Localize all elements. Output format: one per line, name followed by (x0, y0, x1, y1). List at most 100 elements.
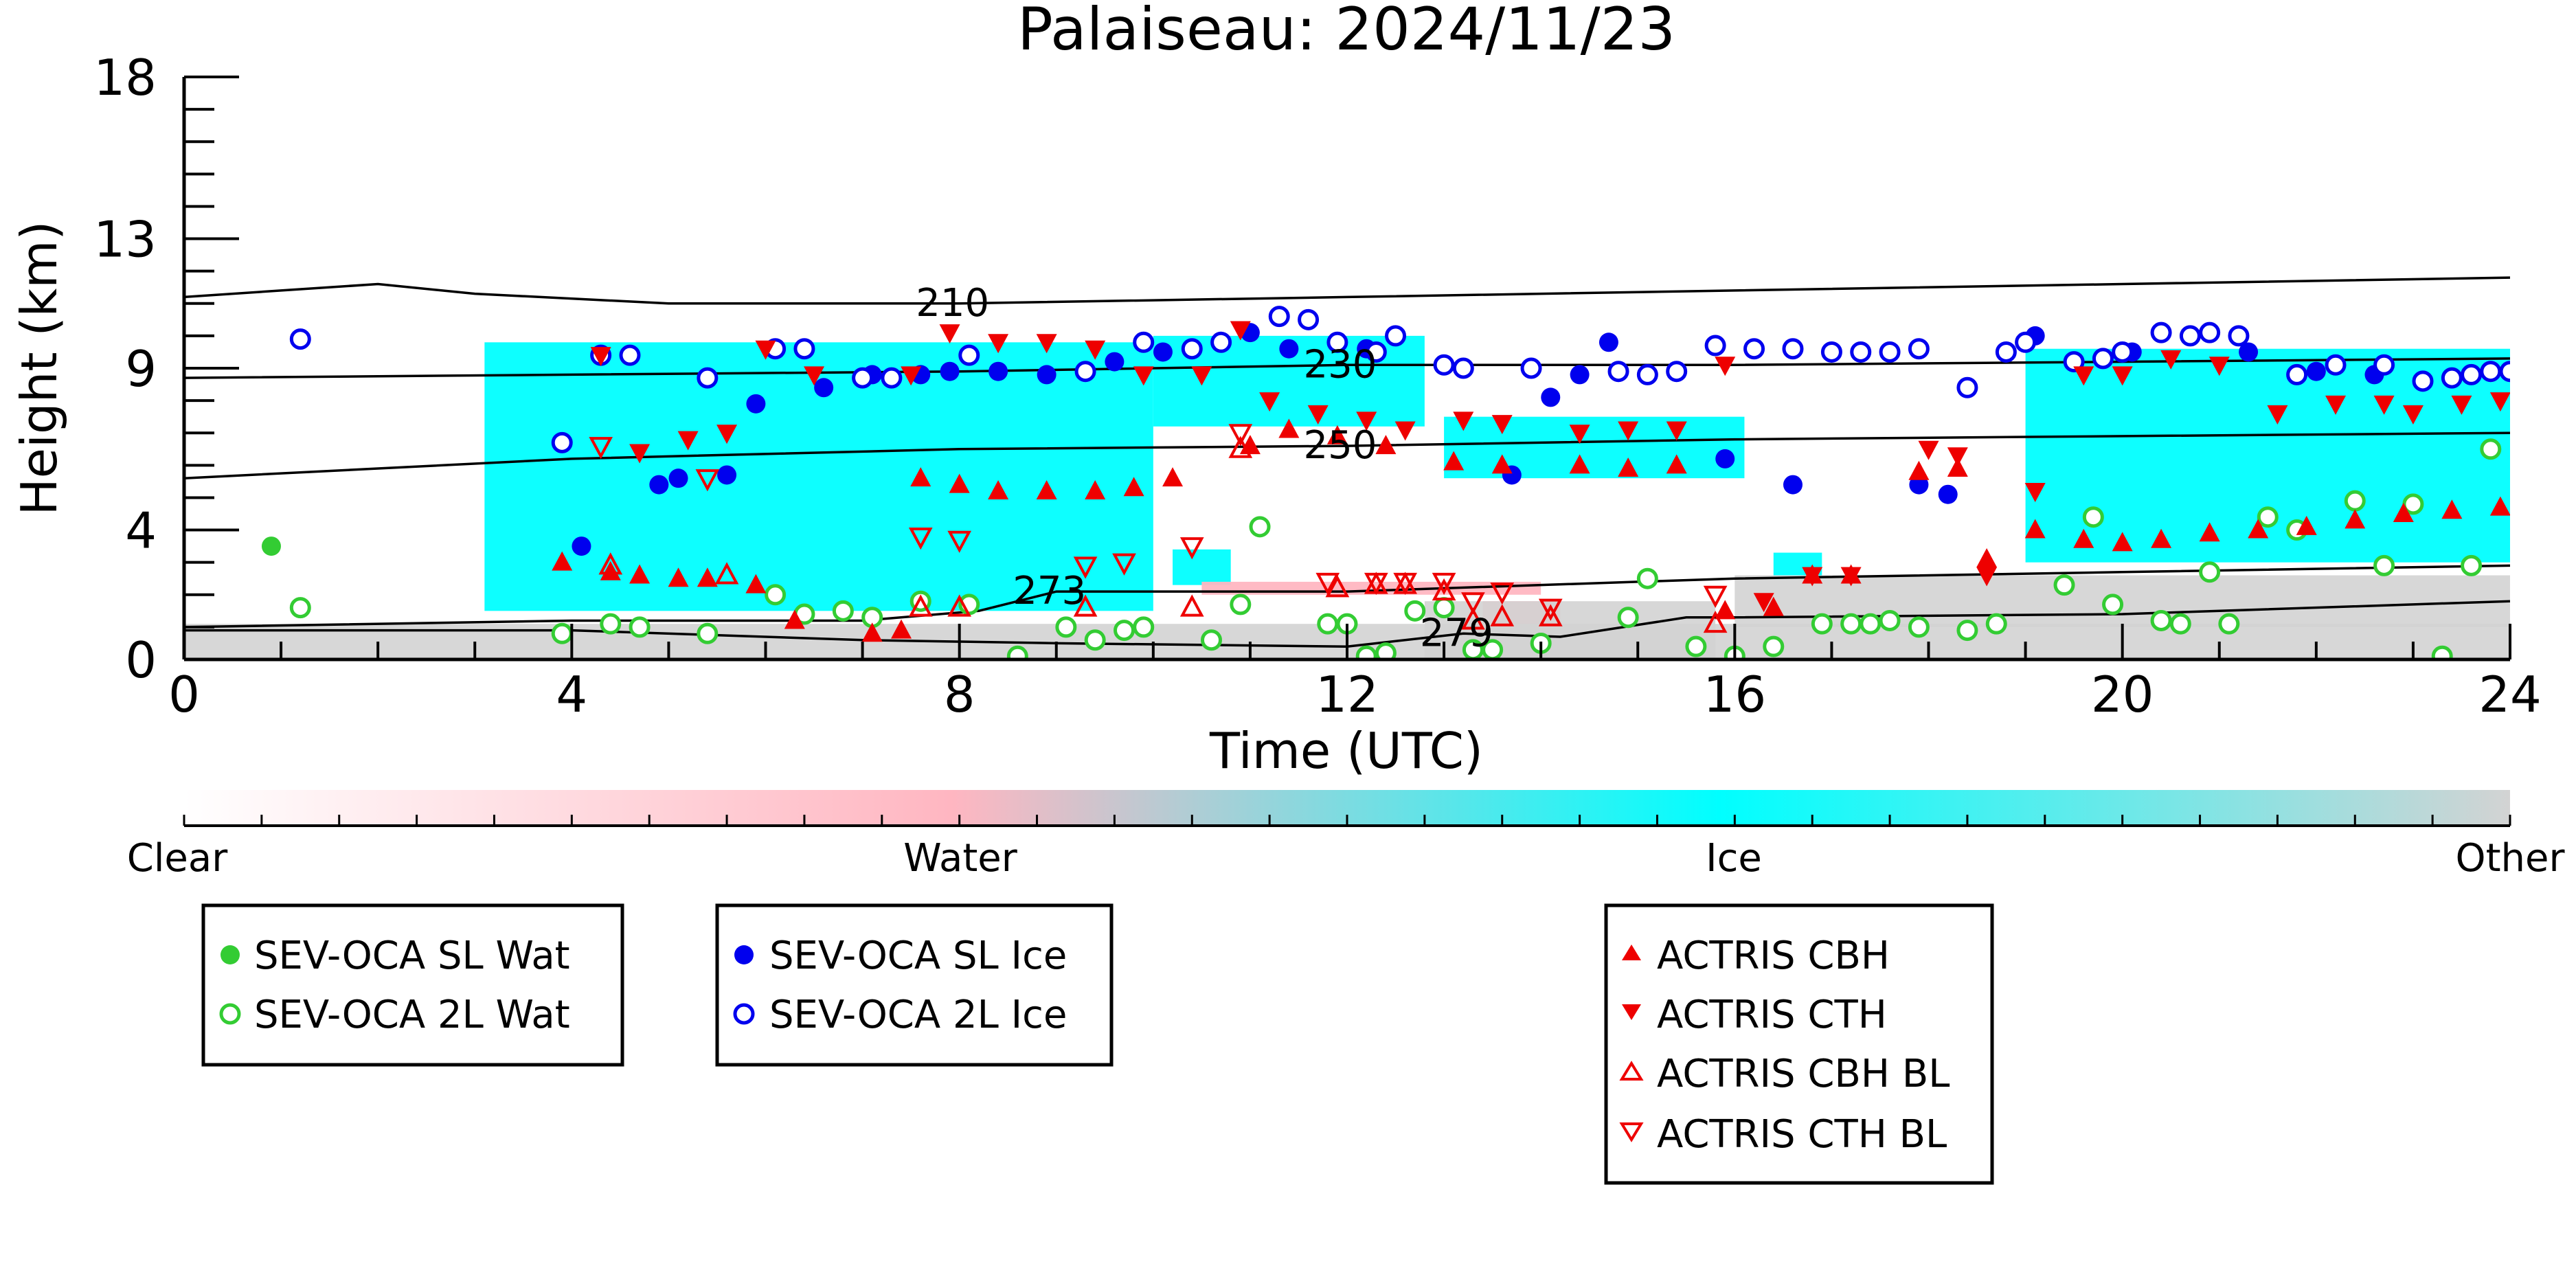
data-point (1325, 575, 1350, 598)
data-point (1084, 629, 1106, 651)
data-point (1908, 338, 1930, 360)
data-point (2073, 528, 2094, 548)
legend-label-2l-ice: SEV-OCA 2L Ice (769, 993, 1067, 1037)
data-point (1666, 454, 1687, 474)
data-point (1715, 357, 1736, 376)
data-point (1404, 600, 1426, 622)
data-point (814, 378, 834, 398)
data-point (552, 551, 573, 571)
legend-label-cth-bl: ACTRIS CTH BL (1657, 1112, 1947, 1157)
data-point (1461, 607, 1485, 630)
data-point (2267, 405, 2288, 425)
colorbar-label-other: Other (2455, 836, 2565, 881)
contour-line-273 (184, 564, 2510, 629)
data-point (2480, 361, 2502, 383)
data-point (695, 469, 720, 492)
contour-label-273: 273 (1013, 569, 1086, 613)
data-point (1162, 467, 1184, 487)
data-point (1326, 425, 1348, 444)
data-point (1036, 480, 1057, 500)
data-point (1055, 616, 1077, 638)
x-ticks: 0 4 8 12 16 20 24 (168, 624, 2542, 723)
data-point (2373, 554, 2395, 576)
data-point (939, 324, 960, 344)
data-point (2092, 348, 2114, 370)
data-point (908, 594, 933, 617)
data-point (716, 425, 738, 444)
contour-label-230: 230 (1304, 342, 1377, 387)
data-point (1230, 594, 1252, 615)
colorbar-ticks (183, 815, 2511, 826)
series-actris-cbh (552, 418, 2510, 642)
data-point (1879, 609, 1901, 631)
data-point (1228, 424, 1253, 447)
data-point (1393, 572, 1417, 596)
data-point (1491, 415, 1513, 435)
data-point (1995, 341, 2017, 363)
y-tick-label: 0 (125, 631, 157, 689)
data-point (1783, 475, 1803, 495)
data-point (910, 467, 931, 487)
data-point (1036, 334, 1057, 354)
data-point (289, 597, 311, 619)
data-point (852, 367, 874, 389)
data-point (1598, 332, 1618, 352)
data-point (1715, 600, 1736, 620)
data-point (697, 622, 719, 644)
cloud-region-ice (2025, 348, 2510, 563)
data-point (1570, 365, 1590, 385)
data-point (2102, 594, 2124, 615)
series-actris-cth (590, 321, 2510, 613)
data-point (2286, 363, 2308, 385)
legend-frame (1604, 903, 1994, 1185)
data-point (2199, 561, 2221, 583)
data-point (1452, 357, 1474, 379)
data-point (1153, 342, 1173, 362)
data-point (1230, 321, 1251, 341)
data-point (1105, 352, 1125, 372)
data-point (784, 609, 805, 629)
data-point (1947, 447, 1968, 467)
x-tick-label: 16 (1704, 666, 1767, 723)
data-point (1074, 361, 1096, 383)
data-point (629, 564, 651, 584)
data-point (2373, 395, 2395, 415)
contour-label-210: 210 (916, 281, 989, 326)
data-point (1461, 592, 1485, 615)
data-point (289, 328, 311, 350)
data-point (1490, 604, 1515, 626)
data-point (2112, 366, 2133, 386)
data-point (1356, 411, 1377, 431)
data-point (1317, 613, 1339, 635)
data-point (1520, 357, 1542, 379)
legend-marker-2l-wat (219, 1003, 241, 1025)
marker-layer (261, 306, 2510, 659)
y-axis-title: Height (km) (10, 221, 68, 516)
data-point (2150, 321, 2172, 343)
data-point (2393, 503, 2414, 522)
data-point (1976, 547, 1998, 567)
series-actris-cth-bl (589, 424, 1728, 621)
legend-marker-2l-ice (733, 1003, 755, 1025)
legend-marker-cth-bl (1619, 1122, 1644, 1142)
data-point (1703, 610, 1728, 633)
x-tick-label: 24 (2478, 666, 2542, 723)
data-point (1908, 460, 1930, 480)
data-point (1365, 341, 1387, 363)
data-point (1181, 338, 1203, 360)
data-point (1298, 308, 1320, 330)
data-point (1956, 620, 1978, 642)
data-point (804, 366, 825, 386)
data-point (551, 431, 573, 453)
data-point (947, 530, 972, 553)
data-point (2073, 366, 2094, 386)
data-point (1355, 645, 1377, 659)
legend-label-2l-wat: SEV-OCA 2L Wat (254, 993, 570, 1037)
data-point (2199, 321, 2221, 343)
data-point (1569, 425, 1590, 444)
data-point (1763, 635, 1785, 657)
data-point (2480, 438, 2502, 460)
data-point (697, 567, 718, 587)
colorbar-label-clear: Clear (127, 836, 228, 881)
